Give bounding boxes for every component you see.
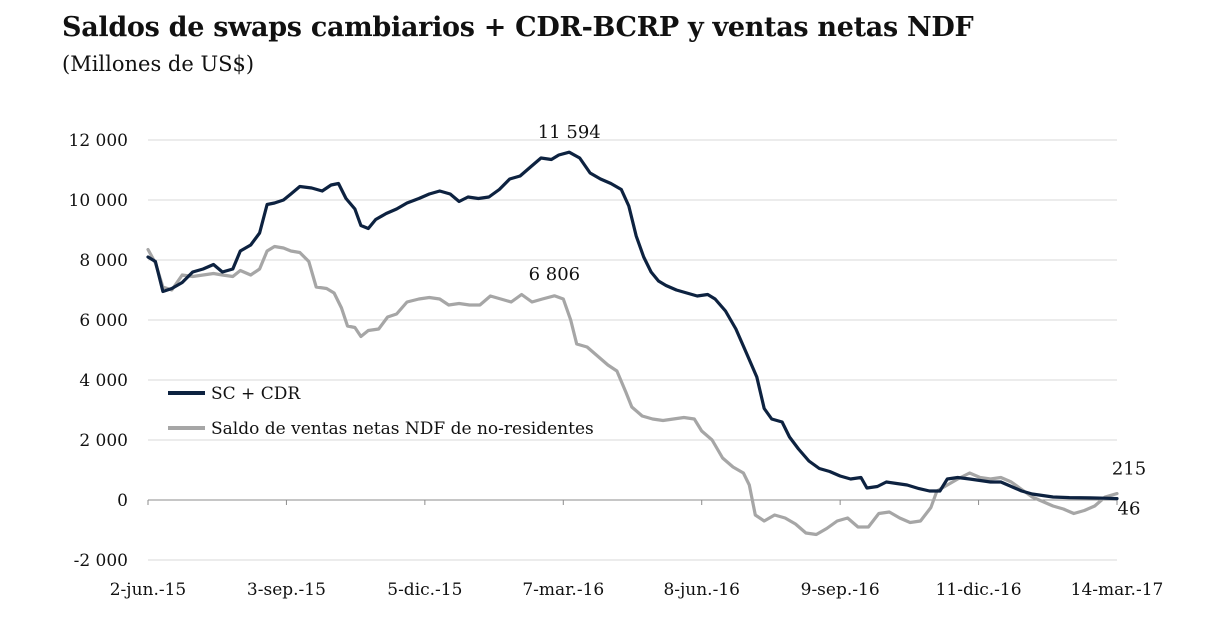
y-tick-label: 12 000 xyxy=(69,131,128,151)
y-axis-ticks: -2 000 0 2 000 4 000 6 000 8 000 10 000 12 000 xyxy=(69,131,128,571)
y-tick-label: 2 000 xyxy=(79,431,128,451)
x-tick-label: 11-dic.-16 xyxy=(936,580,1022,600)
legend-label-ndf: Saldo de ventas netas NDF de no-resident… xyxy=(211,419,594,439)
data-label: 215 xyxy=(1112,459,1146,480)
series-lines xyxy=(146,150,1119,537)
x-tick-label: 8-jun.-16 xyxy=(663,580,740,600)
x-tick-label: 3-sep.-15 xyxy=(247,580,326,600)
y-tick-label: 6 000 xyxy=(79,311,128,331)
x-tick-label: 9-sep.-16 xyxy=(801,580,880,600)
chart-subtitle: (Millones de US$) xyxy=(62,52,255,76)
x-axis-ticks: 2-jun.-15 3-sep.-15 5-dic.-15 7-mar.-16 8-ju… xyxy=(110,500,1164,600)
x-tick-label: 2-jun.-15 xyxy=(110,580,187,600)
chart-title: Saldos de swaps cambiarios + CDR-BCRP y … xyxy=(62,12,974,43)
data-label: 46 xyxy=(1118,499,1141,520)
data-label: 11 594 xyxy=(538,122,601,143)
x-tick-label: 7-mar.-16 xyxy=(522,580,604,600)
legend-label-sc-cdr: SC + CDR xyxy=(211,384,301,404)
x-tick-label: 14-mar.-17 xyxy=(1071,580,1164,600)
gridlines xyxy=(148,139,1117,561)
legend: SC + CDR Saldo de ventas netas NDF de no… xyxy=(168,384,594,439)
x-tick-label: 5-dic.-15 xyxy=(387,580,462,600)
y-tick-label: 0 xyxy=(117,491,128,511)
y-tick-label: -2 000 xyxy=(74,551,128,571)
series-line-sc-cdr xyxy=(146,150,1119,501)
y-tick-label: 10 000 xyxy=(69,191,128,211)
y-tick-label: 8 000 xyxy=(79,251,128,271)
annotations: 11 594 6 806 215 46 xyxy=(529,122,1147,519)
y-tick-label: 4 000 xyxy=(79,371,128,391)
data-label: 6 806 xyxy=(529,264,581,285)
